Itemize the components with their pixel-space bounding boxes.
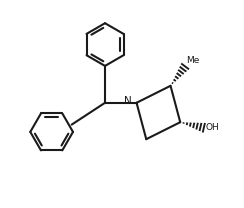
- Text: N: N: [124, 96, 132, 106]
- Text: Me: Me: [186, 56, 199, 66]
- Text: OH: OH: [205, 123, 219, 132]
